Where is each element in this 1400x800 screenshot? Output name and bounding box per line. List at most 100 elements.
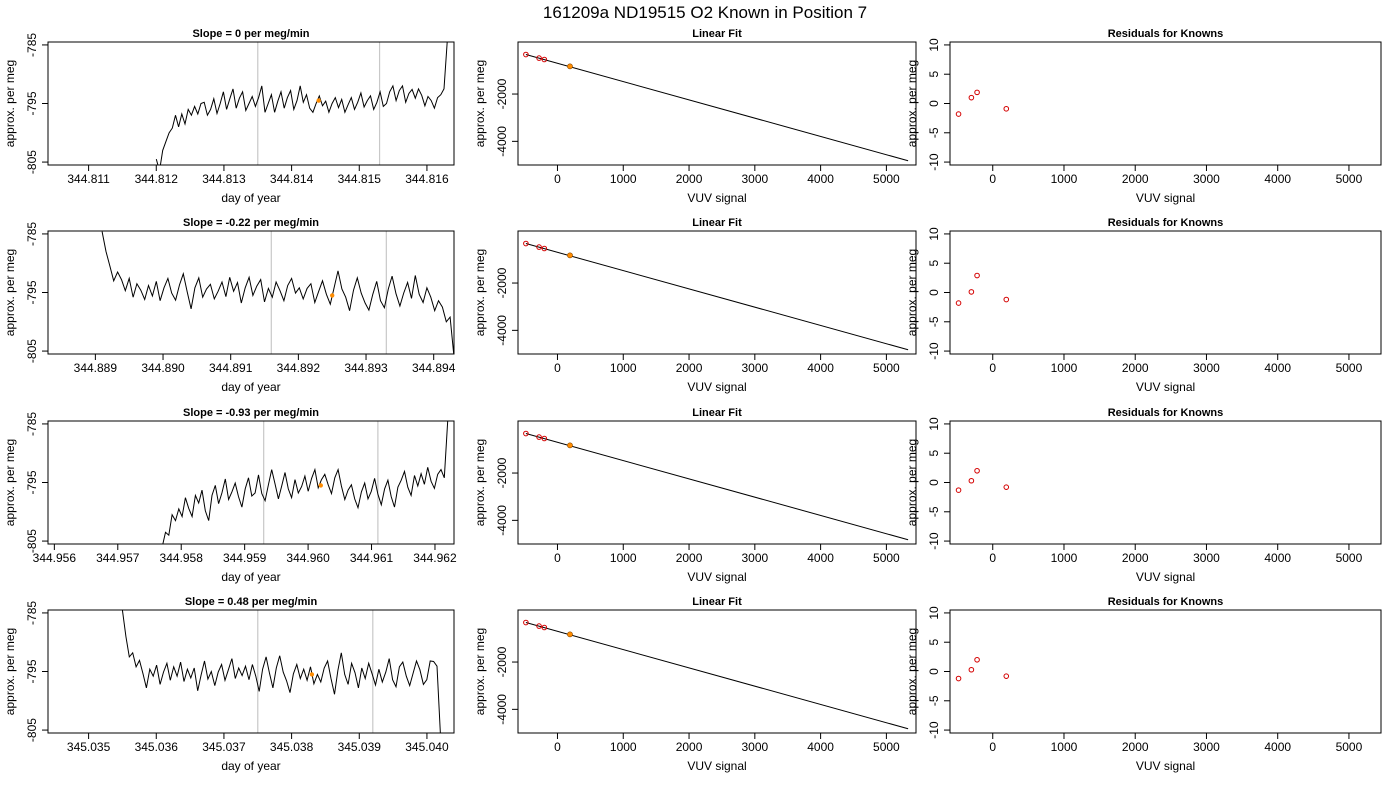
axes: 0 1000 2000 3000 4000 5000 10 5 0 -5 -10 [927,227,1363,375]
x-tick-label: 3000 [741,551,768,565]
y-tick-label: -10 [927,342,941,360]
x-axis-label: day of year [221,380,280,394]
x-axis-label: day of year [221,191,280,205]
axes: 0 1000 2000 3000 4000 5000 -2000 -4000 [495,457,900,565]
residual-point [974,89,980,96]
y-tick-label: -4000 [495,315,509,346]
x-axis-label: day of year [221,570,280,584]
y-tick-label: -5 [927,127,941,138]
x-tick-label: 4000 [1264,361,1291,375]
y-tick-label: -795 [25,91,39,115]
x-tick-label: 344.894 [412,361,456,375]
x-tick-label: 1000 [1051,551,1078,565]
residual-point [1003,105,1010,112]
panel-3-scatter: Linear Fit VUV signal approx. per meg 0 1000… [473,407,917,584]
panel-title: Slope = -0.22 per meg/min [183,217,319,229]
unknown-point [567,442,573,449]
y-tick-label: -805 [25,718,39,742]
axes: 0 1000 2000 3000 4000 5000 10 5 0 -5 -10 [927,38,1363,186]
plot-area [523,240,909,351]
known-point [523,430,529,437]
x-tick-label: 2000 [1122,551,1149,565]
x-axis-label: day of year [221,759,280,773]
panel-3-line: Slope = -0.93 per meg/min day of year appr… [3,407,457,584]
known-point [536,244,542,250]
panel-title: Linear Fit [692,217,742,229]
x-tick-label: 3000 [1193,361,1220,375]
x-tick-label: 5000 [873,551,900,565]
x-tick-label: 0 [989,361,996,375]
y-tick-label: 0 [927,479,941,486]
y-tick-label: -10 [927,532,941,550]
y-tick-label: -10 [927,721,941,739]
plot-area [523,430,909,541]
plot-frame [517,609,917,734]
x-axis-label: VUV signal [1136,191,1195,205]
x-tick-label: 344.813 [202,172,246,186]
y-axis-label: approx. per meg [473,249,487,336]
x-tick-label: 5000 [1336,172,1363,186]
panel-title: Slope = -0.93 per meg/min [183,407,319,419]
y-tick-label: -785 [25,222,39,246]
x-tick-label: 2000 [676,551,703,565]
panel-title: Slope = 0 per meg/min [192,28,309,40]
axes: 0 1000 2000 3000 4000 5000 -2000 -4000 [495,646,900,754]
x-tick-label: 1000 [610,361,637,375]
residual-point [974,656,980,663]
x-tick-label: 1000 [610,551,637,565]
fit-line [525,622,909,730]
panel-title: Residuals for Knowns [1108,596,1224,608]
x-axis-label: VUV signal [1136,759,1195,773]
axes: 344.956 344.957 344.958 344.959 344.960 344.9… [25,412,457,565]
x-tick-label: 344.891 [209,361,253,375]
panel-title: Linear Fit [692,28,742,40]
residual-point [968,477,975,484]
known-point [536,55,542,61]
unknown-point [567,252,573,259]
known-point [541,56,548,63]
panel-3-scatter: Residuals for Knowns VUV signal approx. pe… [905,407,1382,584]
mean-marker [316,98,321,103]
y-tick-label: -2000 [495,78,509,109]
residual-point [968,289,975,295]
x-tick-label: 2000 [676,361,703,375]
x-tick-label: 344.958 [160,551,204,565]
mean-marker [330,293,335,298]
x-tick-label: 5000 [873,172,900,186]
x-tick-label: 2000 [676,740,703,754]
residual-point [955,675,962,682]
known-point [541,245,548,252]
y-tick-label: 10 [927,417,941,431]
axes: 344.889 344.890 344.891 344.892 344.893 344.8… [25,222,456,375]
x-tick-label: 2000 [1122,172,1149,186]
x-tick-label: 5000 [873,361,900,375]
y-axis-label: approx. per meg [905,249,919,336]
plot-frame [949,41,1382,166]
x-tick-label: 345.038 [270,740,314,754]
plot-area [162,421,449,544]
x-tick-label: 345.037 [202,740,246,754]
panel-title: Residuals for Knowns [1108,217,1224,229]
x-tick-label: 344.812 [135,172,179,186]
x-tick-label: 344.816 [405,172,449,186]
x-tick-label: 5000 [873,740,900,754]
x-tick-label: 344.959 [223,551,267,565]
residual-point [1003,673,1010,679]
y-tick-label: -805 [25,529,39,553]
y-tick-label: -785 [25,601,39,625]
axes: 0 1000 2000 3000 4000 5000 -2000 -4000 [495,267,900,375]
y-axis-label: approx. per meg [3,249,17,336]
axes: 0 1000 2000 3000 4000 5000 10 5 0 -5 -10 [927,606,1363,754]
fit-line [525,433,909,541]
y-tick-label: -5 [927,316,941,327]
y-tick-label: 0 [927,289,941,296]
signal-trace [101,231,454,354]
x-tick-label: 3000 [741,172,768,186]
panel-1-line: Slope = 0 per meg/min day of year approx. … [3,28,455,205]
x-tick-label: 344.815 [338,172,382,186]
x-tick-label: 344.890 [141,361,185,375]
x-tick-label: 0 [554,361,561,375]
x-tick-label: 4000 [1264,172,1291,186]
x-tick-label: 0 [989,172,996,186]
panel-title: Linear Fit [692,407,742,419]
